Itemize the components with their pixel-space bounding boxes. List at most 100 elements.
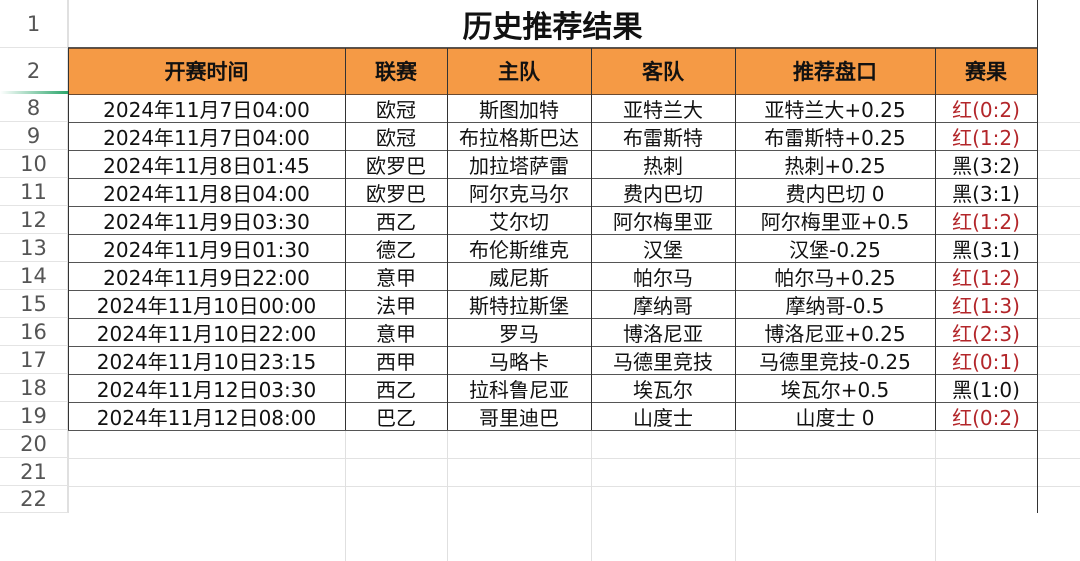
table-cell[interactable]: 2024年11月9日22:00 (103, 265, 310, 290)
table-cell[interactable]: 欧罗巴 (366, 181, 426, 206)
table-cell[interactable]: 2024年11月10日22:00 (96, 321, 317, 346)
table-cell[interactable]: 山度士 (633, 405, 693, 430)
table-cell[interactable]: 热刺+0.25 (784, 153, 886, 178)
table-cell[interactable]: 黑(3:1) (952, 181, 1020, 206)
row-header[interactable]: 16 (0, 318, 68, 346)
table-border (68, 402, 1037, 403)
table-cell[interactable]: 2024年11月9日03:30 (103, 209, 310, 234)
column-header-cell[interactable]: 主队 (498, 60, 540, 84)
table-cell[interactable]: 红(2:3) (952, 321, 1020, 346)
table-cell[interactable]: 博洛尼亚+0.25 (764, 321, 906, 346)
row-header[interactable]: 13 (0, 234, 68, 262)
table-cell[interactable]: 哥里迪巴 (479, 405, 559, 430)
table-cell[interactable]: 布伦斯维克 (469, 237, 569, 262)
row-header[interactable]: 11 (0, 178, 68, 206)
sheet-title[interactable]: 历史推荐结果 (68, 0, 1037, 48)
table-cell[interactable]: 西甲 (376, 349, 416, 374)
table-cell[interactable]: 2024年11月12日08:00 (96, 405, 317, 430)
table-cell[interactable]: 埃瓦尔 (633, 377, 693, 402)
row-header[interactable]: 22 (0, 486, 68, 513)
table-cell[interactable]: 拉科鲁尼亚 (469, 377, 569, 402)
table-cell[interactable]: 红(1:2) (952, 125, 1020, 150)
table-cell[interactable]: 意甲 (376, 265, 416, 290)
table-border (68, 206, 1037, 207)
table-cell[interactable]: 费内巴切 (623, 181, 703, 206)
table-cell[interactable]: 博洛尼亚 (623, 321, 703, 346)
table-cell[interactable]: 红(0:1) (952, 349, 1020, 374)
table-cell[interactable]: 亚特兰大 (623, 97, 703, 122)
table-cell[interactable]: 西乙 (376, 377, 416, 402)
table-cell[interactable]: 2024年11月7日04:00 (103, 125, 310, 150)
table-cell[interactable]: 2024年11月10日23:15 (96, 349, 317, 374)
table-cell[interactable]: 2024年11月7日04:00 (103, 97, 310, 122)
table-cell[interactable]: 马德里竞技-0.25 (759, 349, 911, 374)
row-header[interactable]: 14 (0, 262, 68, 290)
column-header-cell[interactable]: 推荐盘口 (793, 60, 877, 84)
table-cell[interactable]: 布雷斯特 (623, 125, 703, 150)
table-cell[interactable]: 斯图加特 (479, 97, 559, 122)
table-cell[interactable]: 埃瓦尔+0.5 (780, 377, 890, 402)
table-cell[interactable]: 红(0:2) (952, 97, 1020, 122)
table-cell[interactable]: 罗马 (499, 321, 539, 346)
table-cell[interactable]: 欧罗巴 (366, 153, 426, 178)
table-cell[interactable]: 阿尔梅里亚+0.5 (760, 209, 910, 234)
table-cell[interactable]: 红(1:3) (952, 293, 1020, 318)
table-cell[interactable]: 加拉塔萨雷 (469, 153, 569, 178)
row-header[interactable]: 15 (0, 290, 68, 318)
table-cell[interactable]: 红(1:2) (952, 265, 1020, 290)
table-cell[interactable]: 艾尔切 (489, 209, 549, 234)
table-cell[interactable]: 马德里竞技 (613, 349, 713, 374)
table-cell[interactable]: 法甲 (376, 293, 416, 318)
column-header-cell[interactable]: 赛果 (965, 60, 1007, 84)
row-header[interactable]: 2 (0, 48, 68, 94)
table-cell[interactable]: 汉堡 (643, 237, 683, 262)
table-cell[interactable]: 2024年11月8日01:45 (103, 153, 310, 178)
table-cell[interactable]: 山度士 0 (795, 405, 875, 430)
row-header[interactable]: 21 (0, 458, 68, 486)
row-header[interactable]: 12 (0, 206, 68, 234)
row-header[interactable]: 20 (0, 430, 68, 458)
column-header-cell[interactable]: 联赛 (375, 60, 417, 84)
table-cell[interactable]: 布拉格斯巴达 (459, 125, 579, 150)
table-cell[interactable]: 阿尔梅里亚 (613, 209, 713, 234)
table-cell[interactable]: 摩纳哥 (633, 293, 693, 318)
column-header-cell[interactable]: 开赛时间 (164, 60, 249, 84)
table-cell[interactable]: 2024年11月9日01:30 (103, 237, 310, 262)
row-resize-handle[interactable] (0, 91, 68, 94)
table-cell[interactable]: 意甲 (376, 321, 416, 346)
table-cell[interactable]: 摩纳哥-0.5 (785, 293, 885, 318)
table-cell[interactable]: 2024年11月8日04:00 (103, 181, 310, 206)
table-cell[interactable]: 阿尔克马尔 (469, 181, 569, 206)
table-cell[interactable]: 费内巴切 0 (785, 181, 885, 206)
table-cell[interactable]: 斯特拉斯堡 (469, 293, 569, 318)
table-cell[interactable]: 热刺 (643, 153, 683, 178)
table-border (447, 48, 448, 430)
table-cell[interactable]: 红(0:2) (952, 405, 1020, 430)
row-header[interactable]: 9 (0, 122, 68, 150)
table-cell[interactable]: 欧冠 (376, 125, 416, 150)
row-header[interactable]: 1 (0, 0, 68, 48)
table-cell[interactable]: 黑(1:0) (952, 377, 1020, 402)
table-cell[interactable]: 2024年11月10日00:00 (96, 293, 317, 318)
table-cell[interactable]: 黑(3:2) (952, 153, 1020, 178)
table-cell[interactable]: 汉堡-0.25 (789, 237, 881, 262)
table-cell[interactable]: 红(1:2) (952, 209, 1020, 234)
row-header[interactable]: 17 (0, 346, 68, 374)
row-header[interactable]: 10 (0, 150, 68, 178)
row-header[interactable]: 8 (0, 94, 68, 122)
table-cell[interactable]: 布雷斯特+0.25 (764, 125, 906, 150)
table-cell[interactable]: 黑(3:1) (952, 237, 1020, 262)
row-header[interactable]: 19 (0, 402, 68, 430)
table-cell[interactable]: 欧冠 (376, 97, 416, 122)
table-cell[interactable]: 西乙 (376, 209, 416, 234)
table-cell[interactable]: 帕尔马 (633, 265, 693, 290)
table-cell[interactable]: 马略卡 (489, 349, 549, 374)
table-cell[interactable]: 德乙 (376, 237, 416, 262)
table-cell[interactable]: 帕尔马+0.25 (774, 265, 896, 290)
table-cell[interactable]: 亚特兰大+0.25 (764, 97, 906, 122)
table-cell[interactable]: 2024年11月12日03:30 (96, 377, 317, 402)
table-cell[interactable]: 巴乙 (376, 405, 416, 430)
row-header[interactable]: 18 (0, 374, 68, 402)
table-cell[interactable]: 威尼斯 (489, 265, 549, 290)
column-header-cell[interactable]: 客队 (642, 60, 684, 84)
